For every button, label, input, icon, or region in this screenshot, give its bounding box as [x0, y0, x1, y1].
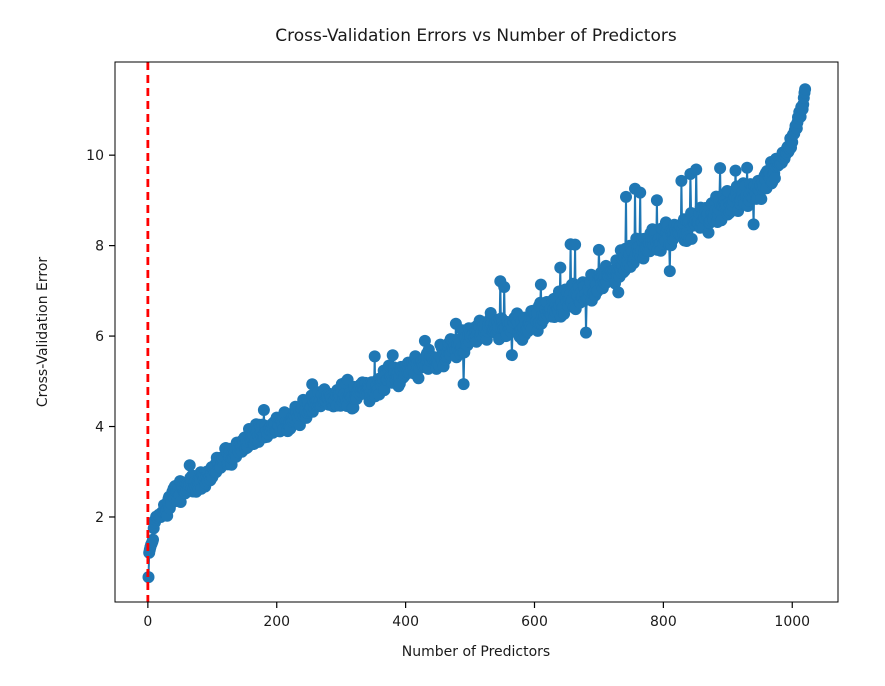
x-tick-label: 600	[521, 614, 548, 630]
y-tick-label: 4	[95, 420, 104, 436]
y-tick-label: 6	[95, 329, 104, 345]
x-tick-label: 1000	[774, 614, 810, 630]
y-axis-ticks: 2 4 6 8 10	[86, 148, 115, 526]
x-axis-ticks: 0 200 400 600 800 1000	[143, 602, 810, 630]
x-axis-label: Number of Predictors	[402, 644, 550, 660]
x-tick-label: 400	[392, 614, 419, 630]
y-tick-label: 10	[86, 148, 104, 164]
x-tick-label: 0	[143, 614, 152, 630]
x-tick-label: 800	[650, 614, 677, 630]
scatter-points	[142, 83, 812, 584]
chart-title: Cross-Validation Errors vs Number of Pre…	[275, 26, 677, 46]
x-tick-label: 200	[263, 614, 290, 630]
y-axis-label: Cross-Validation Error	[35, 257, 51, 408]
y-tick-label: 8	[95, 239, 104, 255]
y-tick-label: 2	[95, 510, 104, 526]
axes-frame	[114, 61, 839, 603]
cv-error-series	[142, 83, 812, 584]
